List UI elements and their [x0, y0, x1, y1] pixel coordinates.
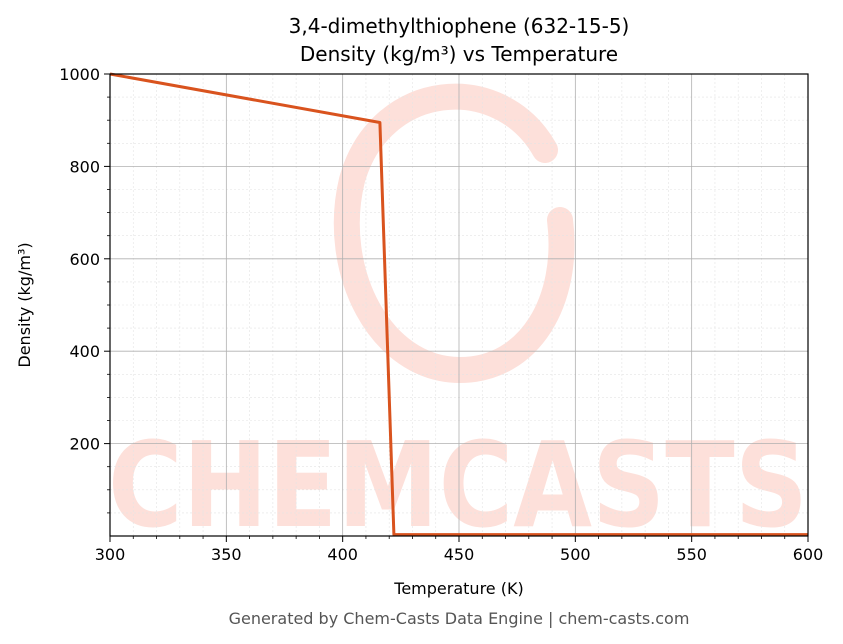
chart-title: 3,4-dimethylthiophene (632-15-5) — [289, 14, 630, 38]
footer-credit: Generated by Chem-Casts Data Engine | ch… — [229, 609, 690, 628]
y-tick-label: 200 — [69, 435, 100, 454]
series-layer — [109, 72, 808, 537]
x-tick-label: 400 — [327, 545, 358, 564]
y-tick-label: 1000 — [59, 65, 100, 84]
x-tick-label: 350 — [211, 545, 242, 564]
x-tick-label: 450 — [444, 545, 475, 564]
y-tick-label: 400 — [69, 342, 100, 361]
y-tick-label: 600 — [69, 250, 100, 269]
tick-labels: 300 350 400 450 500 550 600 200 400 600 800 1000 — [59, 65, 823, 564]
y-axis-label: Density (kg/m³) — [15, 242, 34, 367]
chart-subtitle: Density (kg/m³) vs Temperature — [300, 42, 618, 66]
x-tick-label: 550 — [676, 545, 707, 564]
y-tick-label: 800 — [69, 157, 100, 176]
density-series-line — [109, 72, 808, 537]
x-tick-label: 500 — [560, 545, 591, 564]
x-axis-label: Temperature (K) — [393, 579, 523, 598]
chemcasts-watermark: CHEMCASTS — [108, 83, 808, 554]
watermark-swirl — [333, 83, 575, 384]
axis-ticks — [104, 73, 809, 542]
x-tick-label: 600 — [793, 545, 824, 564]
x-tick-label: 300 — [95, 545, 126, 564]
